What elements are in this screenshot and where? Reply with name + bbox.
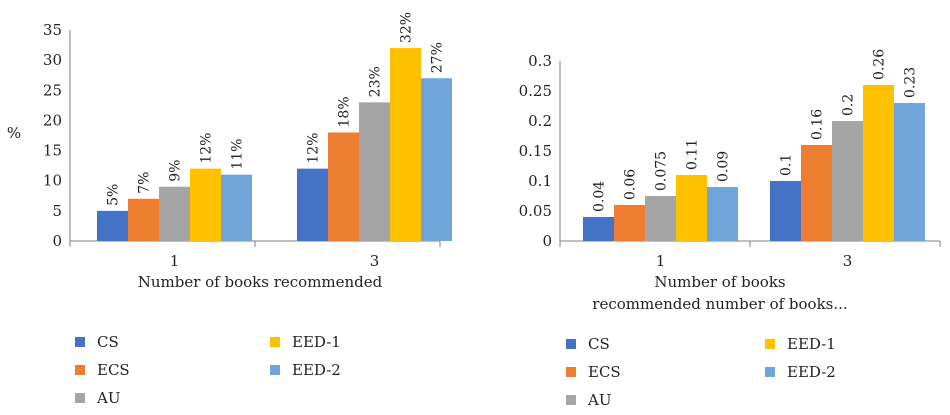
legend-label: EED-1 (787, 335, 836, 353)
legend-swatch-ecs (75, 365, 85, 375)
bar-cs-cat-1 (97, 210, 128, 241)
bar-cs-cat-3 (297, 168, 328, 241)
legend-swatch-eed-2 (270, 365, 280, 375)
bar-eed-1-cat-3 (390, 48, 421, 242)
bar-eed-1-cat-3 (863, 85, 894, 241)
y-tick-label: 0.3 (528, 52, 552, 70)
bar-au-cat-3 (359, 102, 390, 241)
y-tick-label: 0 (542, 232, 552, 250)
bar-cs-cat-1 (583, 217, 614, 241)
data-label: 0.2 (841, 94, 857, 116)
bar-ecs-cat-1 (128, 198, 159, 241)
bar-eed-1-cat-1 (190, 168, 221, 241)
y-tick-label: 25 (43, 81, 62, 99)
data-label: 18% (337, 96, 353, 127)
bar-au-cat-3 (832, 121, 863, 241)
legend-label: EED-2 (292, 361, 341, 379)
bar-ecs-cat-3 (328, 132, 359, 241)
y-tick-label: 5 (52, 202, 62, 220)
legend-label: ECS (97, 361, 130, 379)
bar-cs-cat-3 (770, 181, 801, 241)
legend-swatch-eed-1 (270, 337, 280, 347)
data-label: 0.16 (810, 109, 826, 140)
legend-label: EED-2 (787, 363, 836, 381)
legend-swatch-au (566, 395, 576, 405)
data-label: 0.06 (623, 169, 639, 200)
data-label: 12% (199, 133, 215, 164)
legend-label: CS (97, 333, 119, 351)
bar-eed-2-cat-1 (707, 187, 738, 241)
legend-swatch-eed-2 (765, 367, 775, 377)
legend-label: AU (96, 389, 120, 407)
data-label: 7% (137, 172, 153, 194)
data-label: 11% (230, 139, 246, 170)
y-tick-label: 0.25 (519, 82, 552, 100)
data-label: 0.04 (592, 181, 608, 212)
bar-ecs-cat-1 (614, 205, 645, 241)
y-tick-label: 15 (43, 142, 62, 160)
data-label: 12% (306, 133, 322, 164)
legend-label: ECS (588, 363, 621, 381)
bar-eed-2-cat-1 (221, 174, 252, 241)
x-tick-label: 1 (170, 252, 180, 270)
data-label: 5% (106, 184, 122, 206)
y-tick-label: 35 (43, 21, 62, 39)
legend: CS ECS AU EED-1 EED-2 (75, 333, 341, 407)
bar-au-cat-1 (159, 186, 190, 241)
data-label: 0.09 (716, 151, 732, 182)
chart-right-values: 00.050.10.150.20.250.30.04 0.06 0.075 0.11 0… (519, 49, 941, 409)
x-axis-label-line: Number of books (654, 273, 785, 291)
bar-au-cat-1 (645, 196, 676, 241)
data-label: 0.26 (872, 49, 888, 80)
y-tick-label: 0.2 (528, 112, 552, 130)
data-label: 0.075 (654, 151, 670, 191)
bar-eed-2-cat-3 (894, 103, 925, 241)
legend-swatch-eed-1 (765, 339, 775, 349)
data-label: 0.1 (779, 154, 795, 176)
data-label: 32% (399, 12, 415, 43)
x-tick-label: 3 (843, 252, 853, 270)
legend-swatch-au (75, 393, 85, 403)
legend-swatch-ecs (566, 367, 576, 377)
legend-swatch-cs (566, 339, 576, 349)
x-tick-label: 3 (370, 252, 380, 270)
legend-label: CS (588, 335, 610, 353)
y-tick-label: 0 (52, 232, 62, 250)
y-tick-label: 30 (43, 51, 62, 69)
y-tick-label: 0.15 (519, 142, 552, 160)
x-axis-label-line: recommended number of books... (592, 295, 847, 313)
data-label: 9% (168, 160, 184, 182)
legend-label: EED-1 (292, 333, 341, 351)
y-axis-label: % (7, 124, 21, 142)
y-tick-label: 10 (43, 172, 62, 190)
legend-label: AU (587, 391, 611, 409)
data-label: 27% (430, 42, 446, 73)
y-tick-label: 20 (43, 111, 62, 129)
legend-swatch-cs (75, 337, 85, 347)
bar-eed-1-cat-1 (676, 175, 707, 241)
y-tick-label: 0.1 (528, 172, 552, 190)
legend: CS ECS AU EED-1 EED-2 (566, 335, 836, 409)
data-label: 23% (368, 66, 384, 97)
y-tick-label: 0.05 (519, 202, 552, 220)
x-tick-label: 1 (656, 252, 666, 270)
data-label: 0.23 (903, 67, 919, 98)
chart-left-percent: 0 5 10 15 20 25 30 35 5% 7% 9% 12% 11% 1 12% 18% 23% 32% 2… (7, 12, 452, 407)
data-label: 0.11 (685, 139, 701, 170)
bar-ecs-cat-3 (801, 145, 832, 241)
x-axis-label: Number of books recommended (138, 273, 383, 291)
bar-eed-2-cat-3 (421, 78, 452, 241)
